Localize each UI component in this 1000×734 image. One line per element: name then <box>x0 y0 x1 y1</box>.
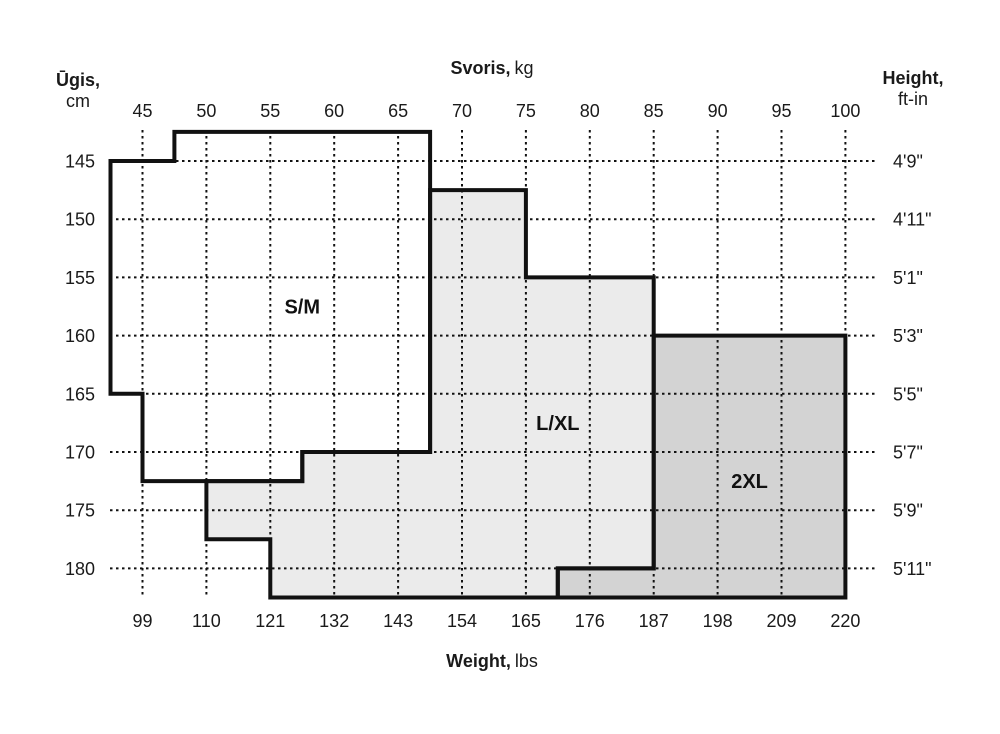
tick-top-45kg: 45 <box>132 101 152 121</box>
tick-right-5-3: 5'3" <box>893 326 923 346</box>
tick-top-75kg: 75 <box>516 101 536 121</box>
tick-top-70kg: 70 <box>452 101 472 121</box>
tick-bottom-220lbs: 220 <box>830 611 860 631</box>
tick-top-60kg: 60 <box>324 101 344 121</box>
tick-top-80kg: 80 <box>580 101 600 121</box>
tick-bottom-121lbs: 121 <box>255 611 285 631</box>
tick-left-155cm: 155 <box>65 268 95 288</box>
tick-right-5-11: 5'11" <box>893 559 932 579</box>
top-axis-title-unit: kg <box>514 58 534 78</box>
tick-left-160cm: 160 <box>65 326 95 346</box>
top-axis-title-bold: Svoris, <box>450 58 511 78</box>
region-l-xl-outline <box>204 188 656 600</box>
right-axis-title-unit: ft-in <box>897 89 928 109</box>
tick-right-5-7: 5'7" <box>893 443 923 463</box>
right-axis-title-bold: Height, <box>882 68 944 88</box>
tick-right-4-9: 4'9" <box>893 152 923 172</box>
tick-left-165cm: 165 <box>65 384 95 404</box>
tick-top-55kg: 55 <box>260 101 280 121</box>
tick-left-145cm: 145 <box>65 152 95 172</box>
region-2xl-fill <box>557 335 846 598</box>
region-l-xl-label: L/XL <box>536 413 579 435</box>
bottom-axis-title: Weight, lbs <box>446 651 538 672</box>
tick-top-100kg: 100 <box>830 101 860 121</box>
tick-bottom-110lbs: 110 <box>192 611 221 631</box>
tick-left-150cm: 150 <box>65 210 95 230</box>
left-axis-title-unit: cm <box>65 91 90 111</box>
tick-bottom-198lbs: 198 <box>703 611 733 631</box>
tick-bottom-132lbs: 132 <box>319 611 349 631</box>
tick-right-5-5: 5'5" <box>893 384 923 404</box>
tick-left-180cm: 180 <box>65 559 95 579</box>
tick-bottom-187lbs: 187 <box>639 611 669 631</box>
tick-bottom-143lbs: 143 <box>383 611 413 631</box>
bottom-axis-title-bold: Weight, <box>446 651 511 671</box>
region-2xl-label: 2XL <box>731 471 768 493</box>
tick-top-50kg: 50 <box>196 101 216 121</box>
tick-right-4-11: 4'11" <box>893 210 932 230</box>
tick-top-85kg: 85 <box>644 101 664 121</box>
tick-top-65kg: 65 <box>388 101 408 121</box>
tick-left-175cm: 175 <box>65 501 95 521</box>
tick-right-5-1: 5'1" <box>893 268 923 288</box>
tick-right-5-9: 5'9" <box>893 501 923 521</box>
tick-bottom-165lbs: 165 <box>511 611 541 631</box>
top-axis-title: Svoris, kg <box>450 58 533 79</box>
tick-left-170cm: 170 <box>65 443 95 463</box>
left-axis-title: Ūgis, cm <box>56 70 100 112</box>
left-axis-title-bold: Ūgis, <box>55 70 101 90</box>
bottom-axis-title-unit: lbs <box>514 651 538 671</box>
tick-bottom-176lbs: 176 <box>575 611 605 631</box>
region-2xl-outline <box>555 333 848 600</box>
tick-bottom-99lbs: 99 <box>132 611 152 631</box>
region-l-xl-fill <box>206 190 654 598</box>
tick-top-90kg: 90 <box>708 101 728 121</box>
region-s-m-label: S/M <box>284 297 320 319</box>
tick-top-95kg: 95 <box>771 101 791 121</box>
tick-bottom-154lbs: 154 <box>447 611 477 631</box>
tick-bottom-209lbs: 209 <box>766 611 796 631</box>
right-axis-title: Height, ft-in <box>883 68 944 110</box>
